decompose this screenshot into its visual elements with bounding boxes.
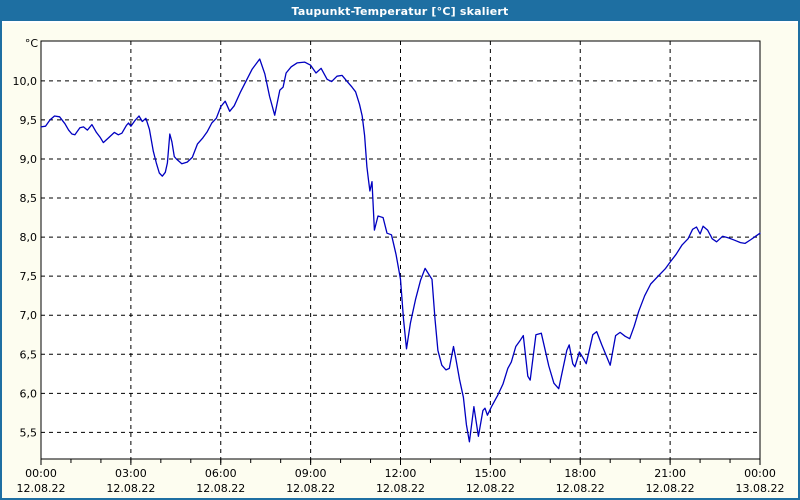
y-tick-label: 9,0: [20, 153, 38, 166]
x-tick-time-label: 12:00: [385, 467, 417, 480]
x-tick-time-label: 18:00: [564, 467, 596, 480]
y-tick-label: 6,5: [20, 348, 38, 361]
x-tick-date-label: 12.08.22: [376, 482, 425, 495]
x-tick-date-label: 12.08.22: [196, 482, 245, 495]
x-tick-date-label: 12.08.22: [466, 482, 515, 495]
x-tick-time-label: 00:00: [25, 467, 57, 480]
x-tick-date-label: 12.08.22: [646, 482, 695, 495]
y-tick-label: 6,0: [20, 387, 38, 400]
y-tick-label: 10,0: [13, 75, 38, 88]
x-tick-time-label: 15:00: [475, 467, 507, 480]
x-tick-time-label: 00:00: [744, 467, 776, 480]
x-tick-time-label: 03:00: [115, 467, 147, 480]
data-line: [40, 58, 761, 443]
y-tick-label: 7,5: [20, 270, 38, 283]
title-bar: Taupunkt-Temperatur [°C] skaliert: [2, 2, 798, 23]
x-tick-date-label: 12.08.22: [17, 482, 66, 495]
x-tick-time-label: 09:00: [295, 467, 327, 480]
x-tick-time-label: 06:00: [205, 467, 237, 480]
y-axis-unit-label: °C: [25, 37, 39, 50]
y-tick-label: 9,5: [20, 114, 38, 127]
y-tick-label: 8,5: [20, 192, 38, 205]
y-tick-label: 5,5: [20, 426, 38, 439]
x-tick-date-label: 12.08.22: [556, 482, 605, 495]
y-tick-label: 7,0: [20, 309, 38, 322]
x-tick-date-label: 12.08.22: [106, 482, 155, 495]
x-tick-date-label: 13.08.22: [736, 482, 785, 495]
chart-title: Taupunkt-Temperatur [°C] skaliert: [291, 5, 509, 18]
y-tick-label: 8,0: [20, 231, 38, 244]
x-tick-date-label: 12.08.22: [286, 482, 335, 495]
x-tick-time-label: 21:00: [654, 467, 686, 480]
